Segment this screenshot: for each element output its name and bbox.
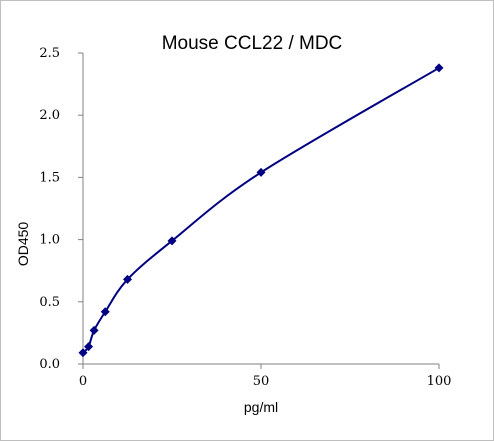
y-tick-label: 2.0 [39,108,60,123]
data-point-marker [123,274,132,284]
y-axis-ticks: 0.0 0.5 1.0 1.5 2.0 2.5 [39,46,83,372]
x-tick-label: 100 [427,374,452,389]
y-tick-label: 0.5 [39,295,60,310]
y-tick-label: 2.5 [39,46,60,61]
data-point-marker [89,325,99,335]
data-points [78,63,444,358]
x-axis-ticks: 0 50 100 [79,364,452,389]
y-axis-title: OD450 [15,222,31,267]
x-axis-title: pg/ml [244,399,278,415]
data-point-marker [78,348,88,358]
x-tick-label: 50 [253,374,270,389]
data-point-marker [167,236,177,246]
chart-title: Mouse CCL22 / MDC [162,33,343,54]
data-point-marker [434,63,444,73]
fitted-curve [82,67,440,354]
y-tick-label: 0.0 [39,357,60,372]
data-point-marker [100,307,110,317]
y-tick-label: 1.5 [39,170,60,185]
x-tick-label: 0 [79,374,87,389]
data-point-marker [256,167,266,177]
y-tick-label: 1.0 [39,233,60,248]
data-point-marker [84,342,94,352]
